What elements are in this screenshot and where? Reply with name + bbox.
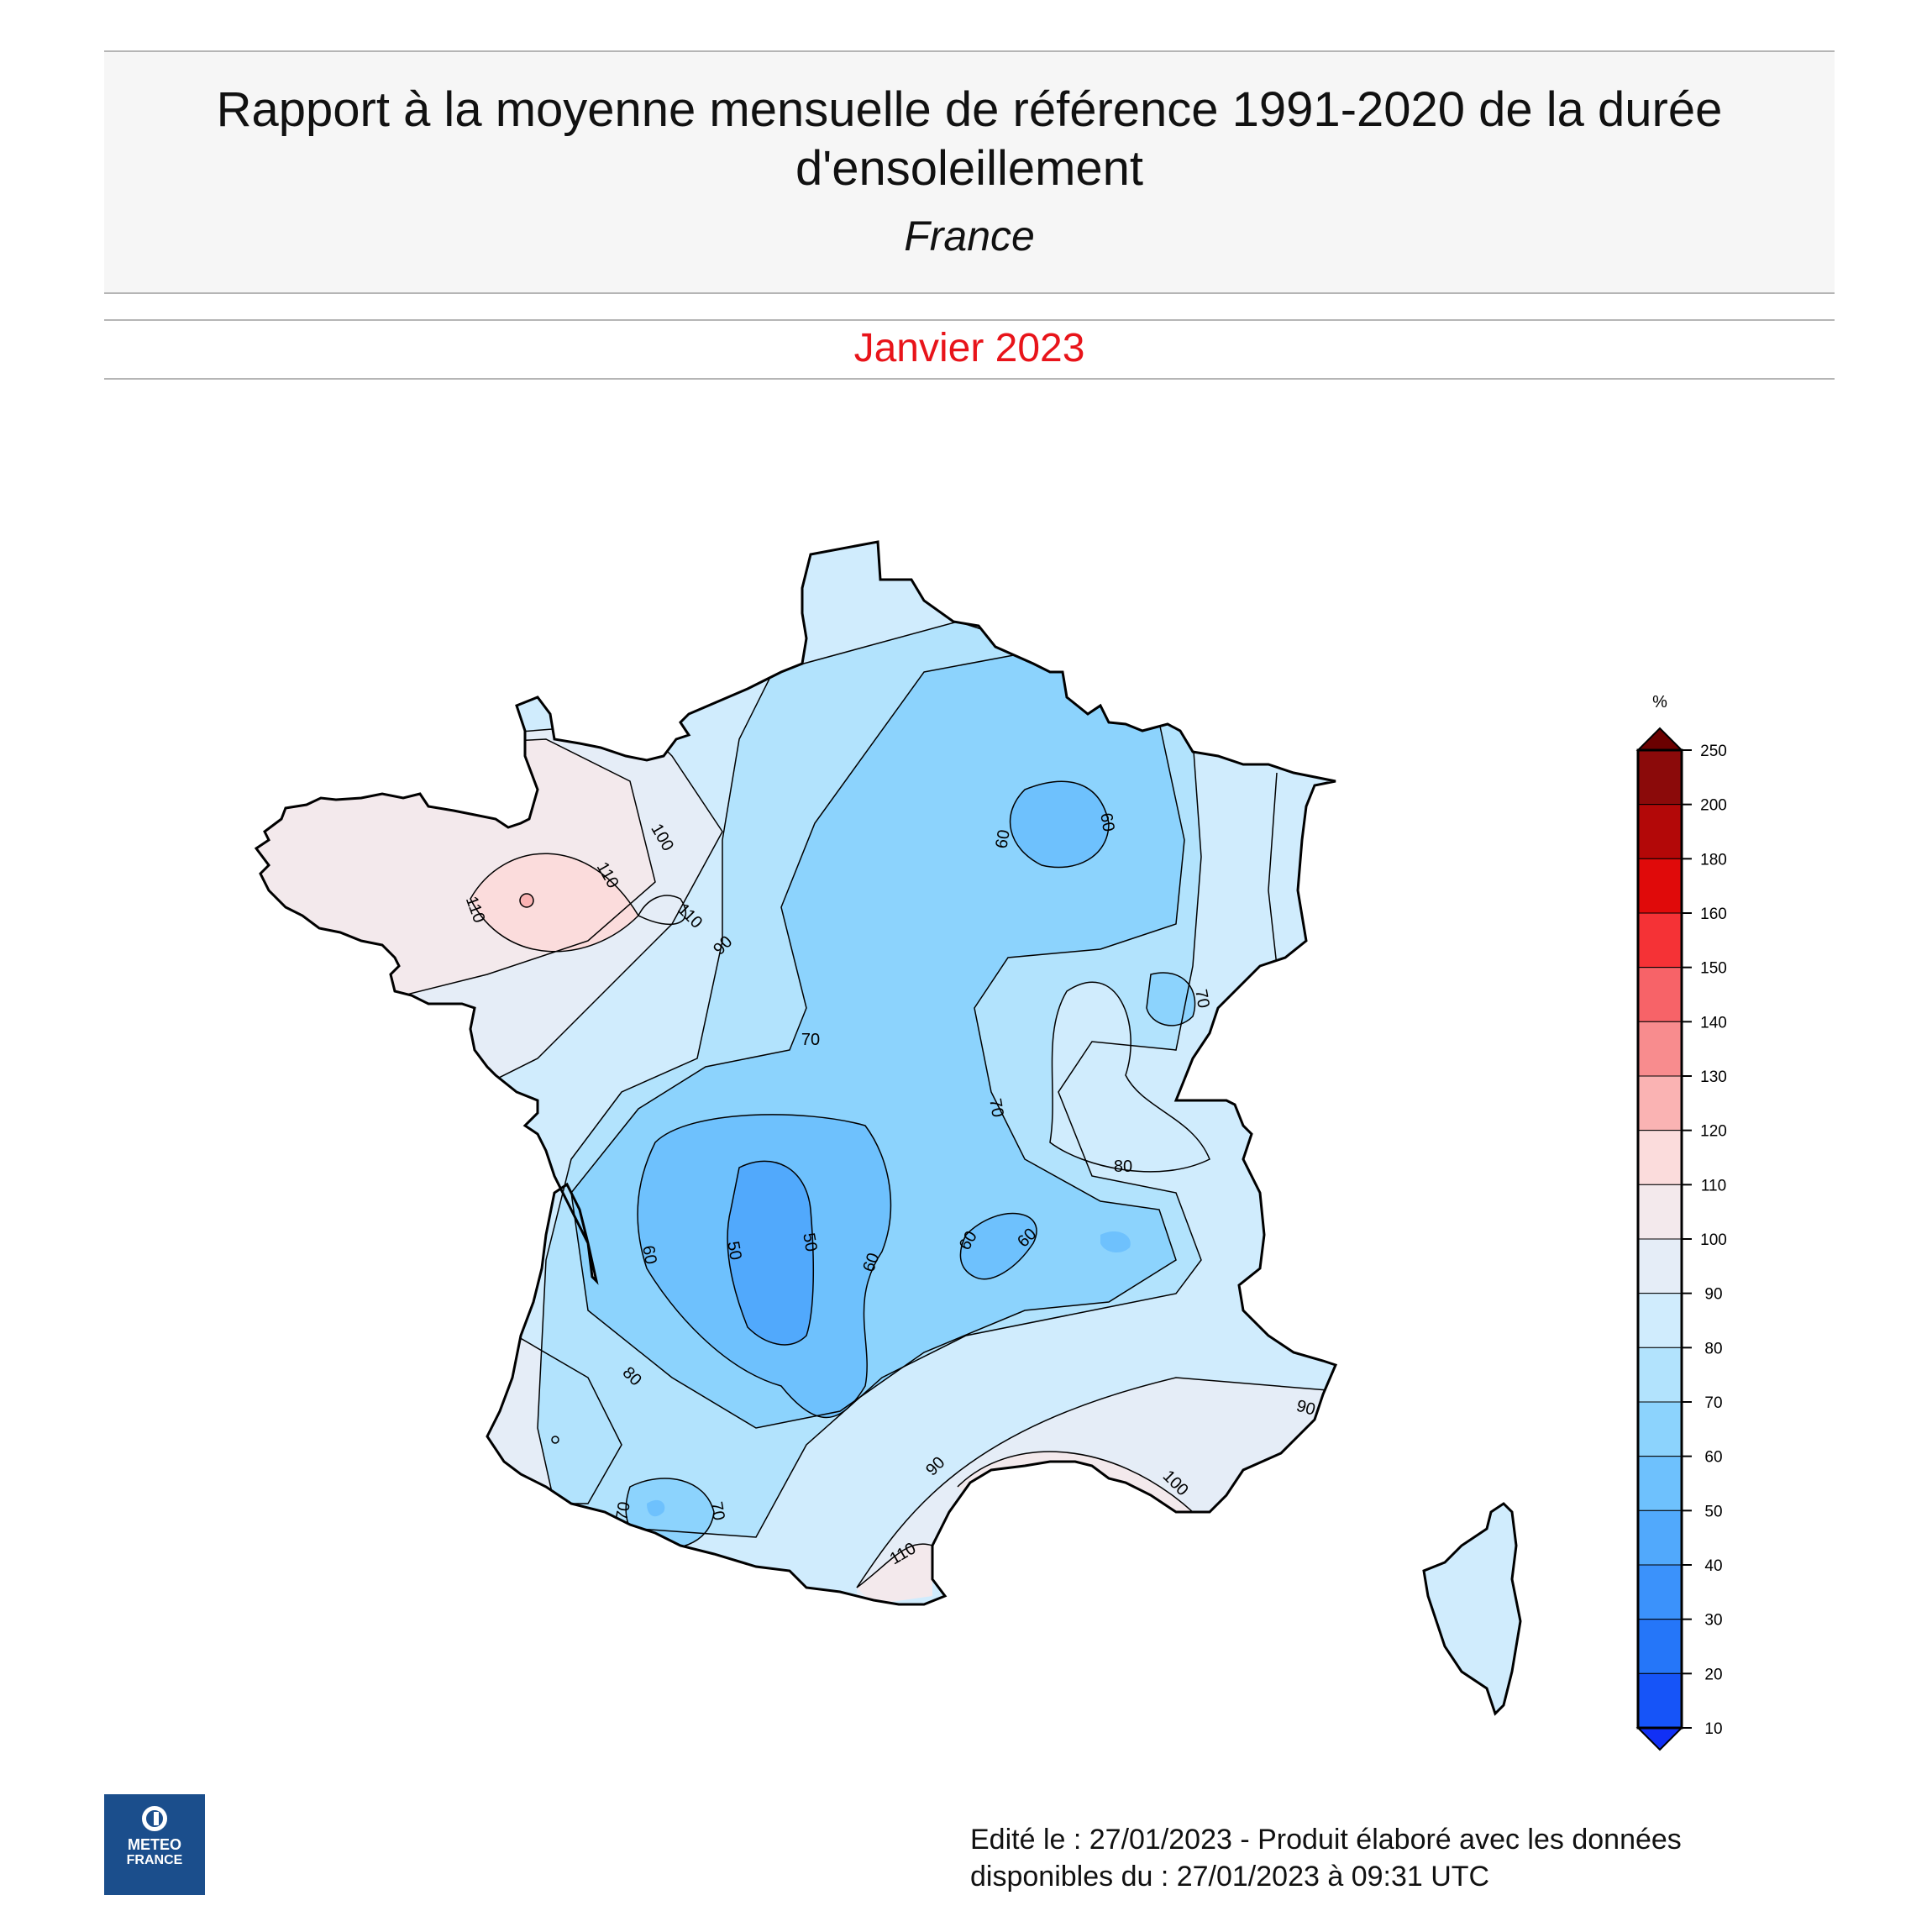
edition-line2: disponibles du : 27/01/2023 à 09:31 UTC	[970, 1861, 1490, 1893]
legend-tick-label: 200	[1700, 797, 1727, 815]
legend-tick-label: 30	[1704, 1612, 1722, 1630]
legend-tick-label: 10	[1704, 1720, 1722, 1738]
fill-50-60-rhone	[960, 1213, 1037, 1279]
legend-tick-label: 100	[1700, 1231, 1727, 1249]
legend-tick-label: 70	[1704, 1394, 1722, 1412]
fill-80-90-east	[1268, 773, 1310, 966]
contour-fills	[256, 542, 1336, 1604]
corsica	[1422, 1502, 1522, 1716]
contour-label: 70	[706, 1500, 728, 1522]
legend-tick-label: 20	[1704, 1666, 1722, 1683]
legend-tick-label: 120	[1700, 1123, 1727, 1141]
legend-band	[1637, 1456, 1683, 1511]
legend-ticks: 250 200 180 160 150 140 130 120 110 100 90 80 70 60 50…	[1682, 743, 1727, 1738]
contour-label: 60	[638, 1244, 660, 1266]
contour-label: 50	[723, 1240, 745, 1262]
legend-bands	[1635, 727, 1684, 1751]
edition-note: Edité le : 27/01/2023 - Produit élaboré …	[970, 1821, 1682, 1895]
legend-band	[1637, 1021, 1683, 1077]
legend-band	[1637, 1564, 1683, 1620]
fill-50-60-southwest	[647, 1499, 665, 1517]
fill-80-90-alps	[1050, 982, 1210, 1172]
fill-50-60-rhone-small	[1100, 1231, 1131, 1253]
legend-band	[1637, 1509, 1683, 1566]
legend-band	[1637, 967, 1683, 1022]
legend-band	[1637, 1075, 1683, 1131]
isolated-contour-mark	[551, 1436, 559, 1444]
contour-label: 70	[612, 1500, 634, 1522]
legend-band	[1637, 1293, 1683, 1348]
legend-band	[1637, 912, 1683, 969]
legend-tick-label: 50	[1704, 1503, 1722, 1520]
legend-band	[1637, 1238, 1683, 1294]
legend-tick-label: 110	[1701, 1177, 1726, 1194]
legend-tick-label: 130	[1700, 1068, 1727, 1086]
contour-label: 70	[985, 1097, 1007, 1119]
fill-110-120-brittany	[470, 853, 638, 952]
period-label: Janvier 2023	[853, 326, 1085, 370]
legend-band	[1637, 1347, 1683, 1403]
logo-line2: FRANCE	[126, 1853, 183, 1867]
contour-label: 60	[1096, 811, 1118, 833]
legend-band	[1637, 1130, 1683, 1185]
legend-band	[1637, 858, 1683, 914]
legend-band	[1637, 1672, 1683, 1729]
fill-50-60-northeast	[1010, 781, 1109, 868]
legend-underflow-arrow	[1635, 1727, 1684, 1751]
meteo-france-logo: METEO FRANCE	[104, 1794, 205, 1895]
legend-tick-label: 90	[1704, 1286, 1722, 1304]
legend-band	[1637, 749, 1683, 806]
fill-120-dot	[519, 893, 534, 908]
legend-tick-label: 40	[1704, 1557, 1722, 1575]
legend-tick-label: 150	[1700, 960, 1727, 978]
legend-band	[1637, 804, 1683, 859]
fill-100-110-roussillon	[857, 1544, 932, 1604]
contour-label: 50	[799, 1231, 821, 1253]
legend-tick-label: 180	[1700, 851, 1727, 869]
logo-mark-icon	[142, 1806, 167, 1831]
contour-label: 70	[1191, 988, 1213, 1010]
legend-overflow-arrow	[1635, 727, 1684, 751]
map-subtitle: France	[904, 213, 1035, 260]
fill-60-70-east	[1147, 973, 1195, 1026]
legend-tick-label: 250	[1700, 743, 1727, 760]
period-panel: Janvier 2023	[104, 319, 1835, 380]
legend-tick-label: 140	[1700, 1014, 1727, 1032]
legend-band	[1637, 1184, 1683, 1240]
map-title: Rapport à la moyenne mensuelle de référe…	[216, 82, 1723, 196]
legend-band	[1637, 1401, 1683, 1457]
edition-line1: Edité le : 27/01/2023 - Produit élaboré …	[970, 1824, 1682, 1856]
contour-label: 60	[992, 828, 1014, 850]
legend-tick-label: 80	[1704, 1340, 1722, 1357]
legend-unit: %	[1652, 693, 1667, 711]
color-legend: % 250 200 180 160 150 140 130 120 110 100 90 80 70 60…	[1635, 693, 1727, 1751]
contour-label: 80	[1114, 1158, 1132, 1176]
contour-label: 70	[801, 1031, 820, 1049]
legend-tick-label: 60	[1704, 1449, 1722, 1467]
fill-40-50-core	[727, 1161, 814, 1345]
legend-tick-label: 160	[1700, 906, 1727, 923]
title-panel: Rapport à la moyenne mensuelle de référe…	[104, 50, 1835, 294]
legend-band	[1637, 1619, 1683, 1674]
logo-line1: METEO	[127, 1836, 181, 1853]
